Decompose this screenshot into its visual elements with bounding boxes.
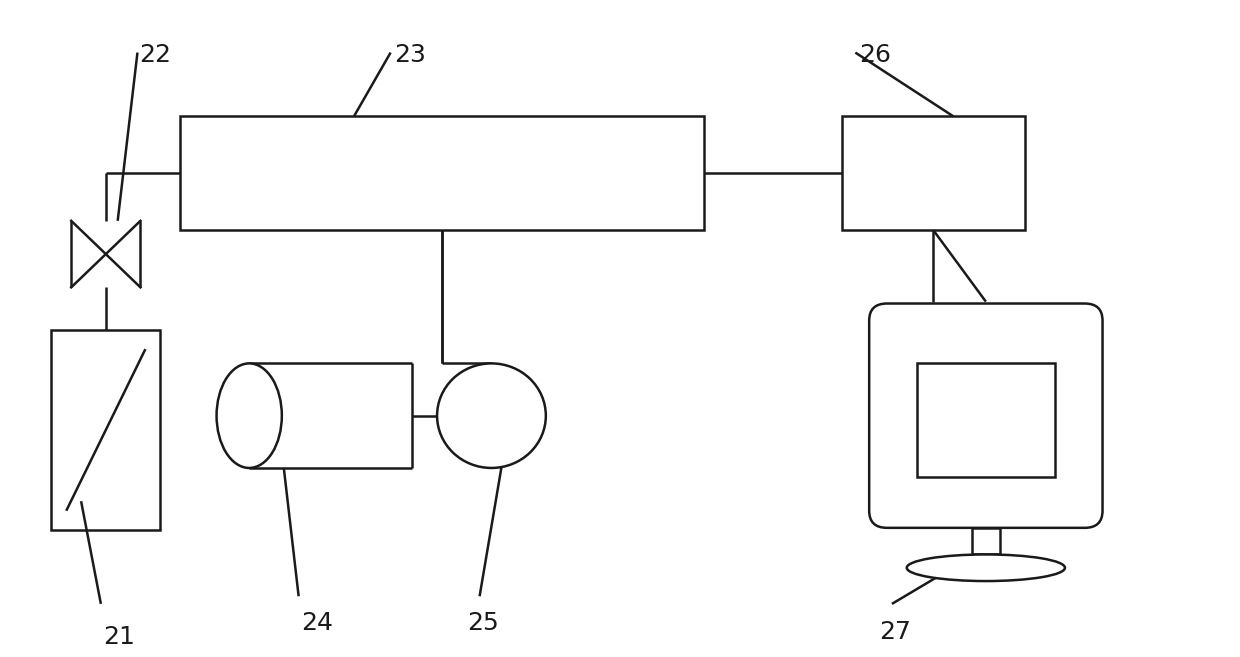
Text: 21: 21: [103, 625, 135, 649]
Bar: [842, 116, 1025, 231]
Circle shape: [436, 363, 546, 468]
Text: 23: 23: [394, 43, 427, 67]
Text: 22: 22: [139, 43, 171, 67]
Text: 26: 26: [859, 43, 892, 67]
Bar: [180, 116, 704, 231]
Text: 24: 24: [301, 610, 334, 635]
Text: 27: 27: [879, 620, 911, 644]
FancyBboxPatch shape: [869, 304, 1102, 528]
Bar: [972, 528, 999, 555]
Ellipse shape: [906, 555, 1065, 581]
Bar: [51, 330, 160, 530]
Bar: [916, 363, 1055, 478]
Ellipse shape: [217, 363, 281, 468]
Text: 25: 25: [466, 610, 498, 635]
